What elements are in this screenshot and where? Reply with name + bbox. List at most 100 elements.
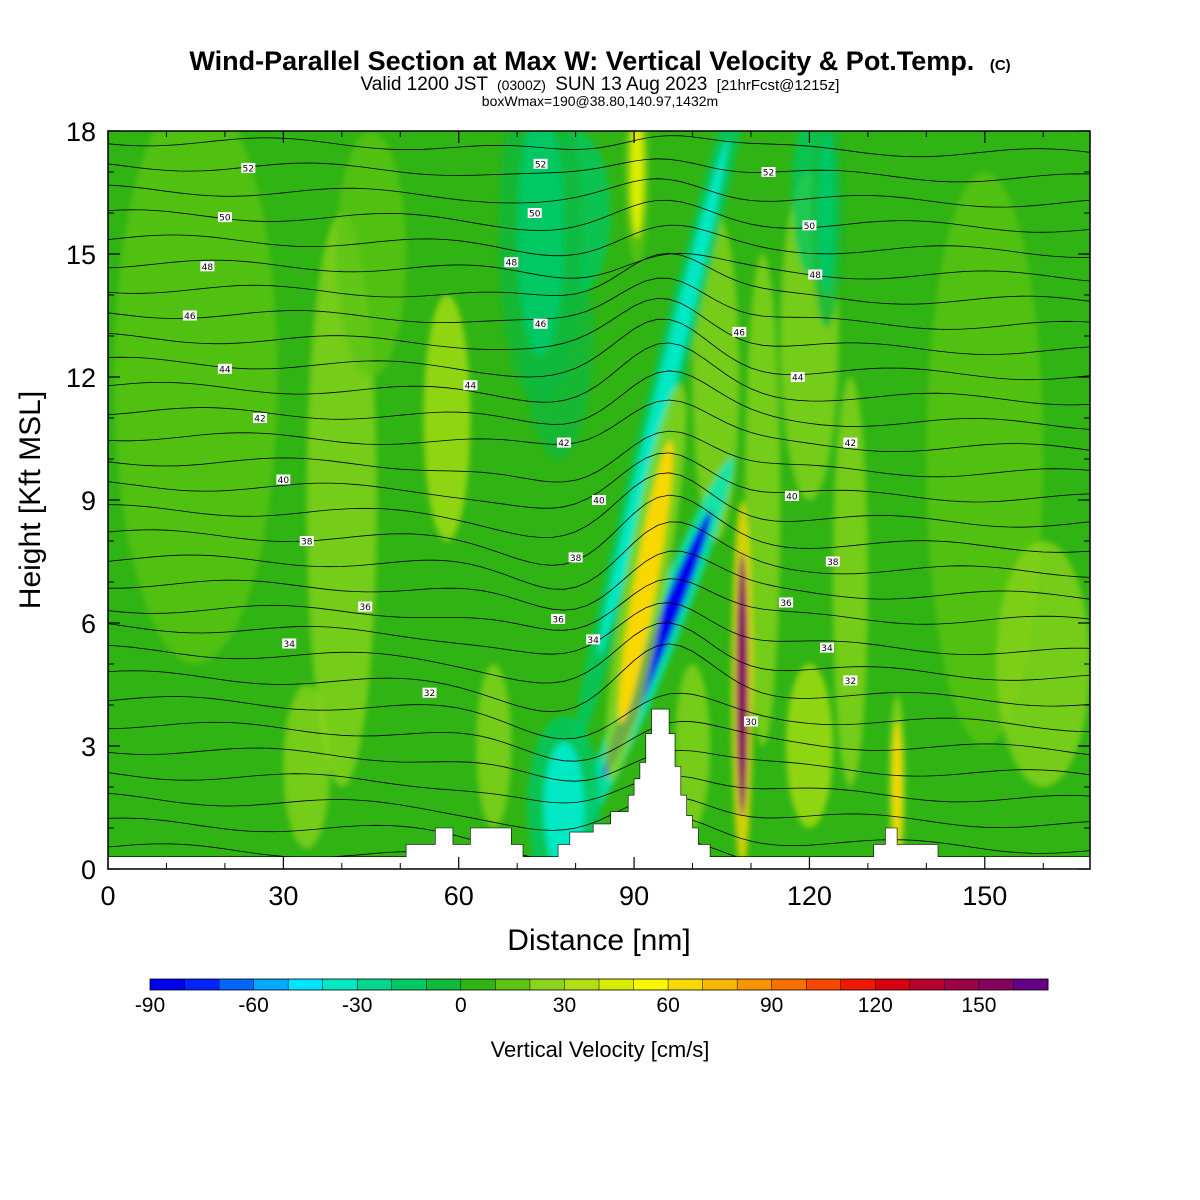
velocity-band (113, 131, 278, 664)
contour-label: 40 (276, 474, 291, 486)
contour-label: 34 (819, 642, 834, 654)
terrain-profile (108, 708, 1090, 869)
velocity-band (283, 684, 331, 849)
contour-label: 52 (533, 158, 548, 170)
contour-label-bg (422, 687, 437, 698)
colorbar-swatch (219, 979, 255, 990)
colorbar-ticks: -90 -60 -30 0 30 60 90 120 150 (135, 994, 997, 1017)
theta-contour-labels: 52 52 52 50 50 50 48 48 48 46 46 46 44 44 44 42 42 42 40 40… (182, 158, 858, 728)
contour-label-text: 34 (587, 636, 599, 646)
contour-label-text: 34 (821, 644, 833, 654)
x-tick-label: 30 (268, 881, 298, 911)
colorbar-swatch (1013, 979, 1049, 990)
contour-label-bg (779, 597, 794, 608)
contour-label: 48 (504, 257, 519, 269)
theta-contour-line (108, 578, 1090, 631)
contour-label: 40 (784, 490, 799, 502)
contour-label: 32 (843, 675, 858, 687)
colorbar-swatch (184, 979, 220, 990)
contour-label-bg (568, 552, 583, 563)
colorbar-tick-label: 90 (760, 994, 783, 1017)
contour-label: 42 (843, 437, 858, 449)
x-tick-label: 0 (100, 881, 115, 911)
contour-label-text: 52 (535, 160, 546, 170)
contour-label-bg (299, 536, 314, 546)
contour-label: 36 (358, 601, 373, 613)
contour-label-bg (252, 413, 267, 423)
colorbar-swatch (875, 979, 911, 990)
velocity-feature (517, 131, 564, 357)
contour-label-bg (241, 162, 256, 173)
colorbar-swatch (391, 979, 427, 990)
contour-label: 50 (217, 212, 232, 224)
colorbar-swatch (564, 979, 600, 990)
contour-label-bg (533, 318, 548, 329)
theta-contour-line (108, 199, 1090, 233)
contour-label-bg (761, 167, 776, 177)
velocity-band (786, 664, 833, 828)
velocity-feature (629, 131, 645, 238)
colorbar-tick-label: -60 (238, 994, 268, 1017)
contour-label-bg (819, 642, 834, 653)
velocity-feature (892, 721, 902, 853)
contour-label: 40 (592, 495, 606, 507)
contour-label-bg (200, 261, 215, 272)
colorbar-tick-label: -30 (342, 994, 372, 1017)
contour-label-bg (784, 490, 799, 501)
y-axis-label: Height [Kft MSL] (14, 391, 47, 609)
contour-label: 30 (743, 716, 758, 728)
colorbar-swatch (978, 979, 1014, 990)
x-axis-label: Distance [nm] (507, 924, 690, 957)
contour-label-text: 50 (804, 222, 816, 232)
velocity-band (745, 254, 781, 746)
contour-label-text: 42 (254, 415, 265, 425)
x-tick-label: 90 (619, 881, 649, 911)
contour-label-text: 50 (219, 214, 231, 224)
y-tick-label: 3 (81, 732, 96, 762)
valid-date: SUN 13 Aug 2023 (555, 74, 707, 95)
contour-label: 38 (568, 552, 583, 564)
contour-label: 48 (200, 261, 215, 273)
contour-label: 46 (732, 326, 747, 338)
x-tick-label: 150 (962, 881, 1007, 911)
y-tick-label: 15 (66, 240, 96, 270)
colorbar-label: Vertical Velocity [cm/s] (491, 1037, 710, 1062)
contour-label-text: 36 (359, 603, 371, 613)
contour-label-bg (592, 495, 606, 505)
velocity-band (674, 664, 711, 828)
theta-contour-line (108, 277, 1090, 330)
contour-label: 32 (422, 687, 437, 699)
y-tick-label: 18 (66, 117, 96, 147)
contour-label-bg (808, 269, 823, 280)
theta-contour-line (108, 135, 1090, 158)
valid-prefix: Valid 1200 JST (361, 74, 489, 95)
contour-label: 34 (282, 638, 297, 650)
theta-contour-line (108, 399, 1090, 452)
contour-label-bg (743, 716, 758, 727)
contour-label-text: 52 (763, 169, 774, 179)
copyright-mark: (C) (990, 57, 1011, 74)
contour-label-text: 32 (424, 689, 435, 699)
terrain (108, 708, 1090, 869)
contour-label: 34 (586, 634, 601, 646)
contour-label-text: 32 (845, 677, 856, 687)
colorbar (149, 978, 1049, 991)
contour-label-text: 40 (786, 492, 798, 502)
colorbar-tick-label: 0 (455, 994, 467, 1017)
theta-contour-line (108, 252, 1090, 305)
contour-label-text: 36 (780, 599, 792, 609)
theta-contour-line (108, 430, 1090, 483)
contour-label-text: 34 (283, 640, 295, 650)
y-tick-label: 0 (81, 855, 96, 885)
contour-label-text: 48 (506, 259, 518, 269)
colorbar-swatch (737, 979, 773, 990)
contour-label: 44 (463, 380, 478, 392)
contour-label: 44 (217, 363, 232, 375)
velocity-band (832, 377, 868, 787)
colorbar-swatch (771, 979, 807, 990)
theta-contour-line (108, 720, 1090, 762)
contour-label-bg (790, 372, 805, 382)
contour-label-text: 42 (558, 439, 569, 449)
